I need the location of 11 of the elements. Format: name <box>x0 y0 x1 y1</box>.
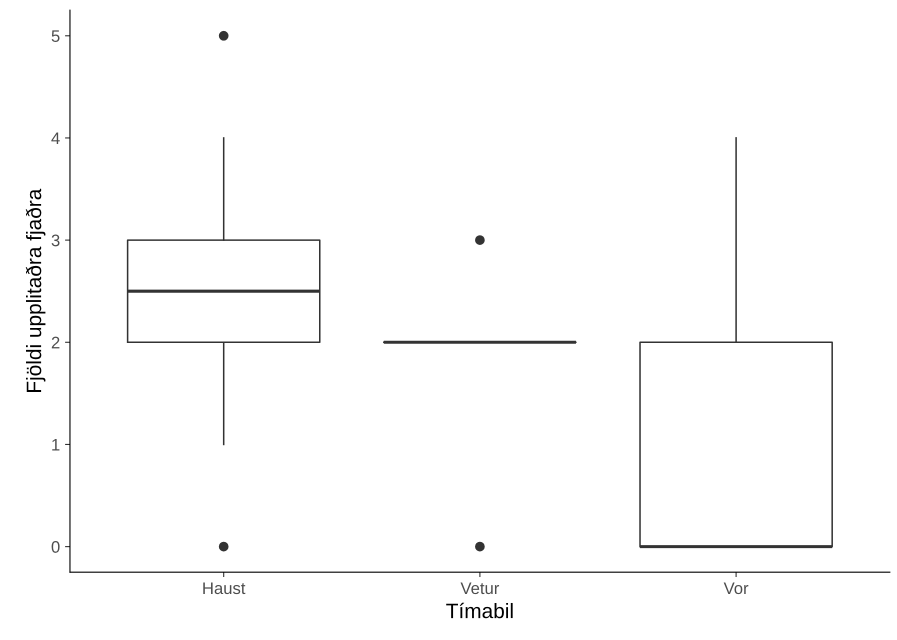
y-tick-label: 5 <box>52 30 60 42</box>
y-tick-label: 3 <box>52 234 60 246</box>
y-tick-label: 0 <box>52 541 60 553</box>
x-tick-label: Haust <box>203 582 246 594</box>
y-tick-label: 2 <box>52 336 60 348</box>
x-tick-label: Vetur <box>460 582 500 594</box>
x-tick-label: Vor <box>724 582 748 594</box>
y-axis-title: Fjöldi upplitaðra fjaðra <box>26 188 46 392</box>
y-tick-label: 1 <box>52 439 60 450</box>
x-axis-title: Tímabil <box>446 602 513 618</box>
y-tick-label: 4 <box>51 132 60 144</box>
